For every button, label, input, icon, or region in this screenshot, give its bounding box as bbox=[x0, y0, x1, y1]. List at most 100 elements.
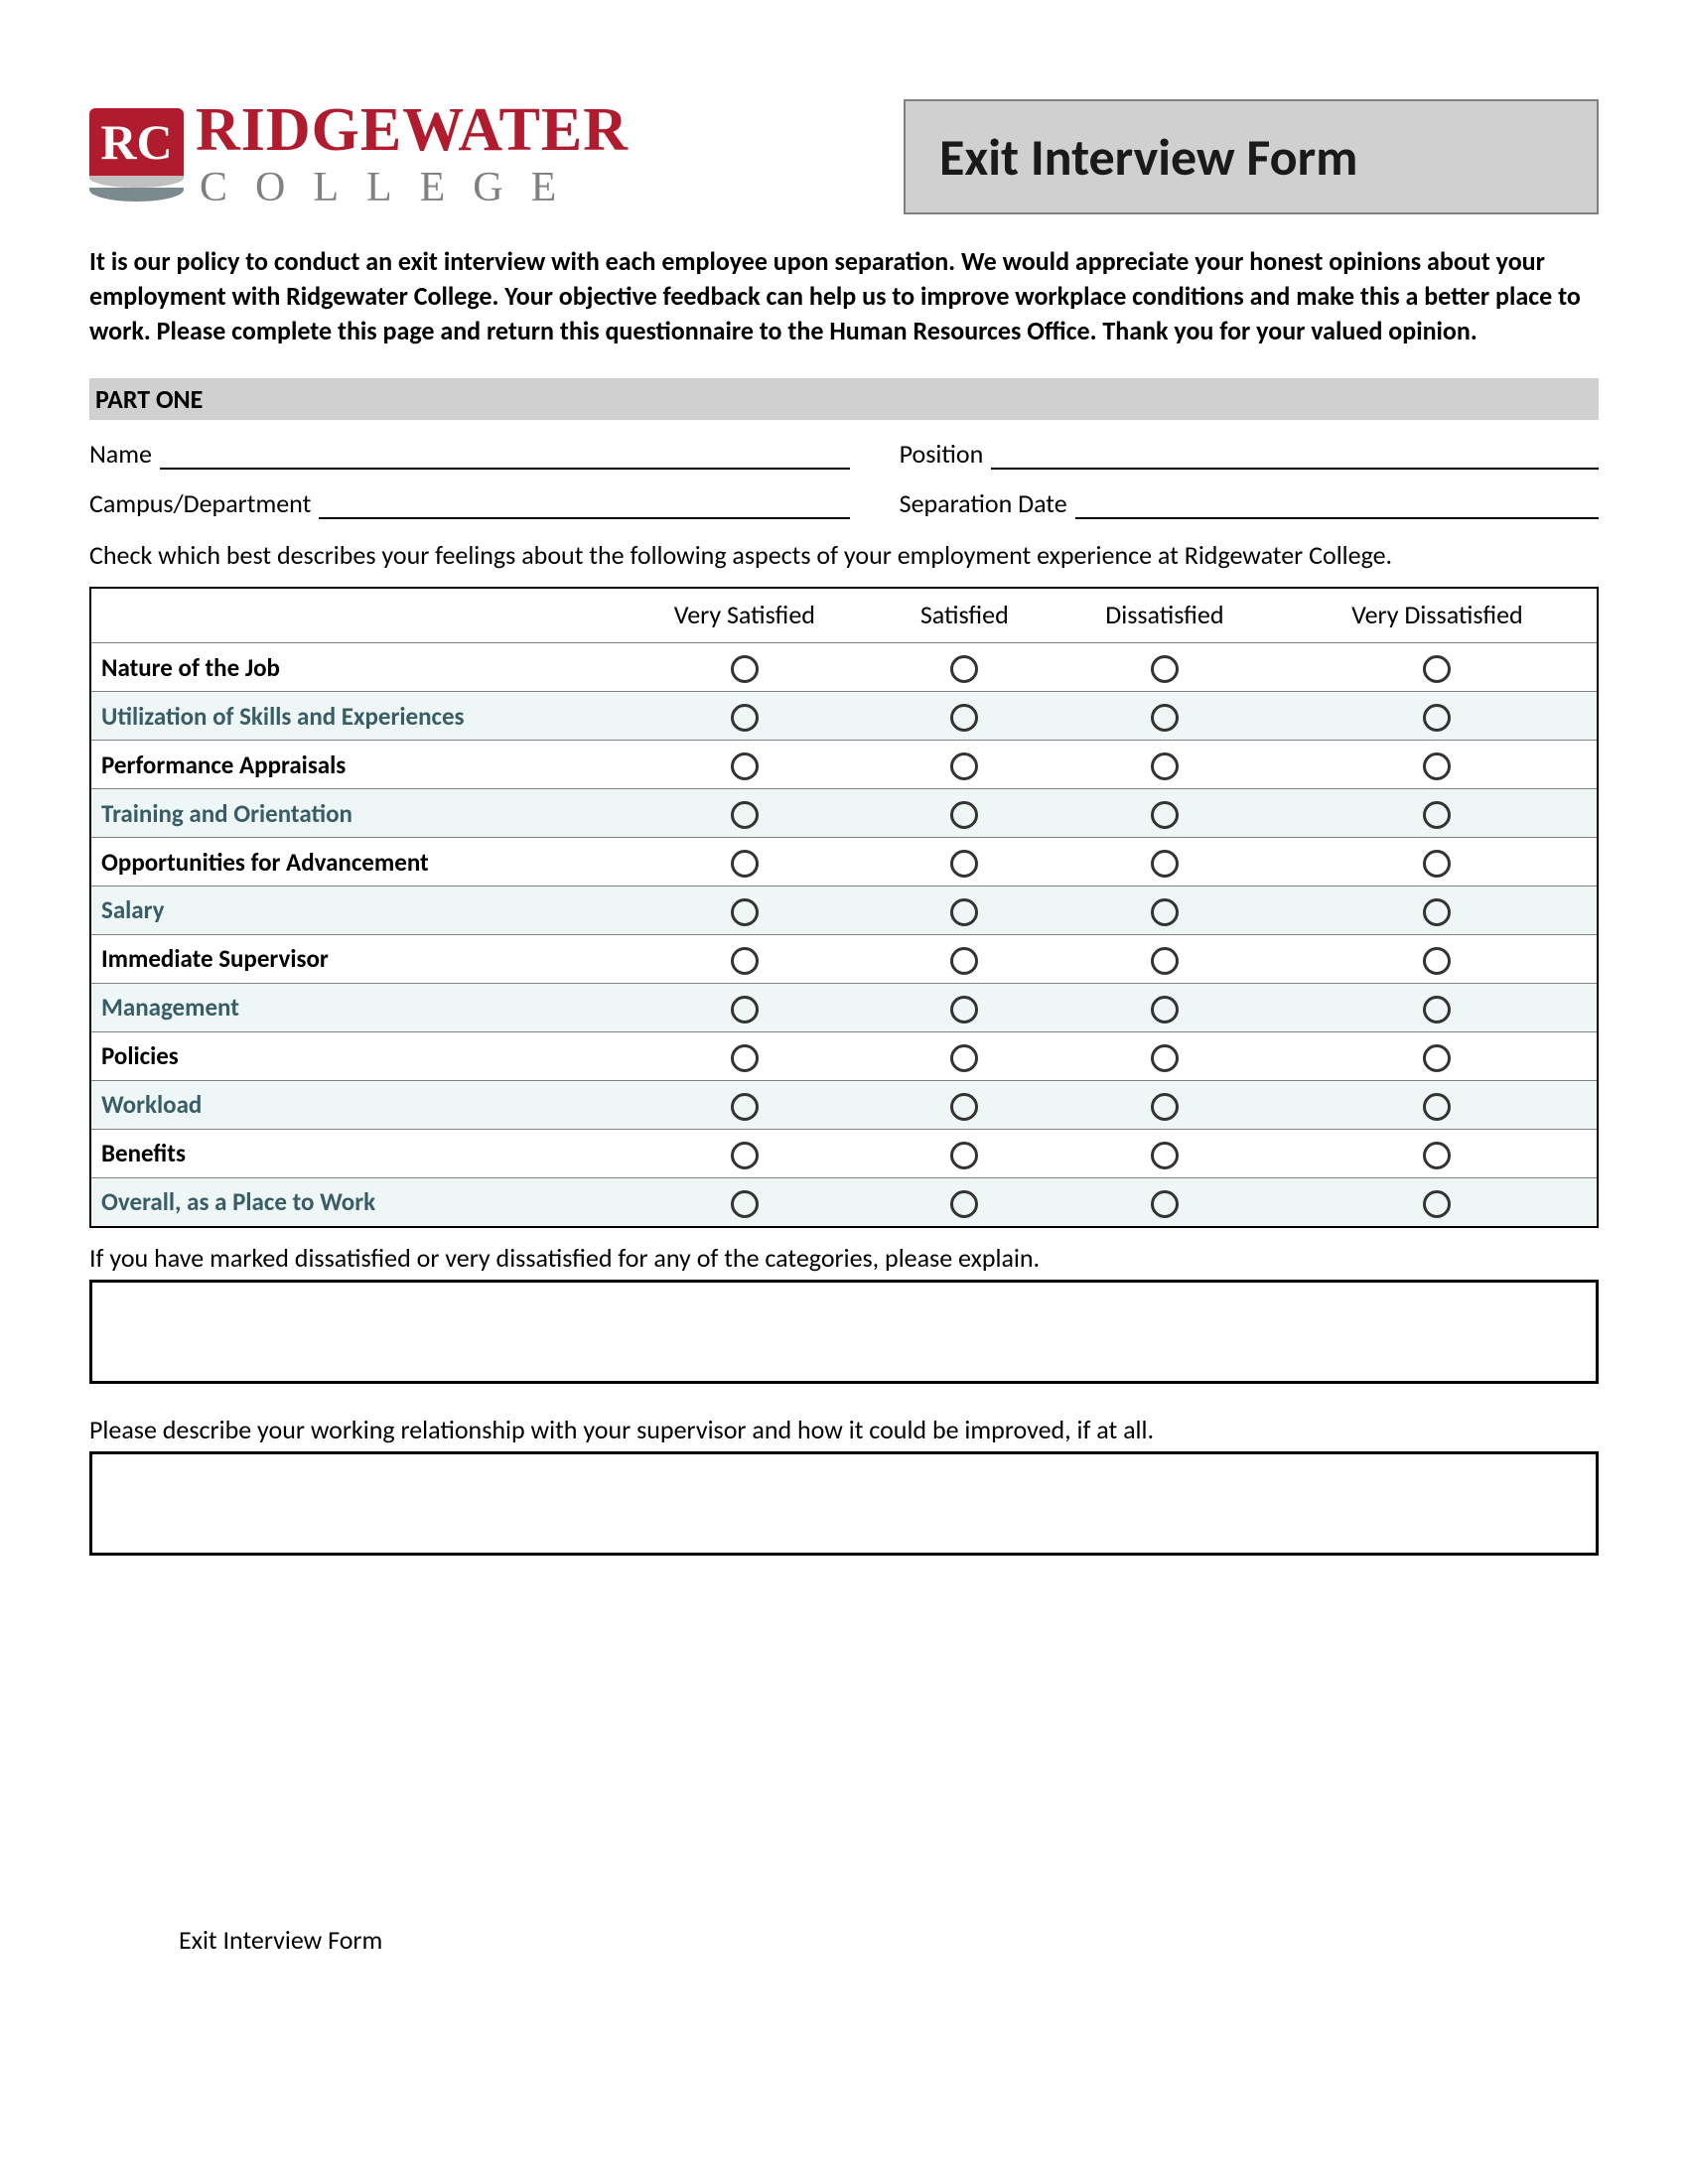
radio-icon[interactable] bbox=[1423, 1093, 1451, 1121]
rating-cell[interactable] bbox=[878, 983, 1052, 1031]
rating-cell[interactable] bbox=[1278, 934, 1598, 983]
rating-cell[interactable] bbox=[612, 1080, 878, 1129]
rating-cell[interactable] bbox=[878, 1177, 1052, 1226]
radio-icon[interactable] bbox=[1423, 752, 1451, 780]
rating-cell[interactable] bbox=[1052, 1129, 1278, 1177]
name-field[interactable]: Name bbox=[89, 438, 850, 470]
radio-icon[interactable] bbox=[1423, 898, 1451, 926]
campus-line[interactable] bbox=[319, 495, 849, 519]
radio-icon[interactable] bbox=[731, 1190, 759, 1218]
radio-icon[interactable] bbox=[950, 752, 978, 780]
rating-cell[interactable] bbox=[1052, 643, 1278, 692]
rating-cell[interactable] bbox=[1278, 983, 1598, 1031]
radio-icon[interactable] bbox=[1423, 850, 1451, 878]
rating-cell[interactable] bbox=[1052, 741, 1278, 789]
rating-cell[interactable] bbox=[878, 838, 1052, 887]
radio-icon[interactable] bbox=[731, 655, 759, 683]
radio-icon[interactable] bbox=[1151, 947, 1179, 975]
radio-icon[interactable] bbox=[1151, 801, 1179, 829]
radio-icon[interactable] bbox=[731, 898, 759, 926]
rating-cell[interactable] bbox=[1278, 838, 1598, 887]
rating-cell[interactable] bbox=[612, 643, 878, 692]
rating-cell[interactable] bbox=[1052, 838, 1278, 887]
rating-cell[interactable] bbox=[1052, 1031, 1278, 1080]
radio-icon[interactable] bbox=[950, 1190, 978, 1218]
rating-cell[interactable] bbox=[1278, 1129, 1598, 1177]
radio-icon[interactable] bbox=[731, 752, 759, 780]
radio-icon[interactable] bbox=[1151, 1190, 1179, 1218]
radio-icon[interactable] bbox=[1151, 1044, 1179, 1072]
radio-icon[interactable] bbox=[1151, 996, 1179, 1024]
rating-cell[interactable] bbox=[1278, 1080, 1598, 1129]
radio-icon[interactable] bbox=[1423, 1190, 1451, 1218]
radio-icon[interactable] bbox=[1151, 752, 1179, 780]
radio-icon[interactable] bbox=[731, 704, 759, 732]
rating-cell[interactable] bbox=[612, 789, 878, 838]
radio-icon[interactable] bbox=[1423, 801, 1451, 829]
rating-cell[interactable] bbox=[612, 1129, 878, 1177]
rating-cell[interactable] bbox=[878, 886, 1052, 934]
radio-icon[interactable] bbox=[950, 801, 978, 829]
radio-icon[interactable] bbox=[731, 1044, 759, 1072]
rating-cell[interactable] bbox=[878, 1129, 1052, 1177]
radio-icon[interactable] bbox=[950, 898, 978, 926]
rating-cell[interactable] bbox=[612, 983, 878, 1031]
rating-cell[interactable] bbox=[1052, 1177, 1278, 1226]
rating-cell[interactable] bbox=[612, 1031, 878, 1080]
radio-icon[interactable] bbox=[1151, 898, 1179, 926]
rating-cell[interactable] bbox=[1052, 692, 1278, 741]
rating-cell[interactable] bbox=[612, 692, 878, 741]
radio-icon[interactable] bbox=[731, 850, 759, 878]
radio-icon[interactable] bbox=[950, 1142, 978, 1169]
supervisor-textbox[interactable] bbox=[89, 1451, 1599, 1556]
rating-cell[interactable] bbox=[612, 886, 878, 934]
rating-cell[interactable] bbox=[1278, 692, 1598, 741]
rating-cell[interactable] bbox=[1278, 789, 1598, 838]
name-line[interactable] bbox=[160, 446, 850, 470]
radio-icon[interactable] bbox=[950, 947, 978, 975]
rating-cell[interactable] bbox=[878, 1031, 1052, 1080]
position-line[interactable] bbox=[991, 446, 1599, 470]
rating-cell[interactable] bbox=[878, 741, 1052, 789]
radio-icon[interactable] bbox=[1151, 1142, 1179, 1169]
rating-cell[interactable] bbox=[1278, 1031, 1598, 1080]
radio-icon[interactable] bbox=[1151, 704, 1179, 732]
radio-icon[interactable] bbox=[950, 704, 978, 732]
radio-icon[interactable] bbox=[1151, 1093, 1179, 1121]
rating-cell[interactable] bbox=[1052, 934, 1278, 983]
rating-cell[interactable] bbox=[612, 838, 878, 887]
rating-cell[interactable] bbox=[1052, 983, 1278, 1031]
explain-textbox[interactable] bbox=[89, 1280, 1599, 1384]
rating-cell[interactable] bbox=[878, 789, 1052, 838]
radio-icon[interactable] bbox=[950, 996, 978, 1024]
rating-cell[interactable] bbox=[612, 741, 878, 789]
radio-icon[interactable] bbox=[1423, 947, 1451, 975]
position-field[interactable]: Position bbox=[900, 438, 1599, 470]
rating-cell[interactable] bbox=[1278, 643, 1598, 692]
separation-field[interactable]: Separation Date bbox=[900, 487, 1599, 519]
campus-field[interactable]: Campus/Department bbox=[89, 487, 850, 519]
rating-cell[interactable] bbox=[878, 1080, 1052, 1129]
rating-cell[interactable] bbox=[878, 692, 1052, 741]
separation-line[interactable] bbox=[1075, 495, 1599, 519]
radio-icon[interactable] bbox=[731, 996, 759, 1024]
radio-icon[interactable] bbox=[731, 947, 759, 975]
rating-cell[interactable] bbox=[612, 1177, 878, 1226]
rating-cell[interactable] bbox=[1278, 741, 1598, 789]
radio-icon[interactable] bbox=[1423, 1044, 1451, 1072]
rating-cell[interactable] bbox=[1278, 1177, 1598, 1226]
radio-icon[interactable] bbox=[950, 655, 978, 683]
rating-cell[interactable] bbox=[878, 934, 1052, 983]
rating-cell[interactable] bbox=[612, 934, 878, 983]
radio-icon[interactable] bbox=[1151, 655, 1179, 683]
radio-icon[interactable] bbox=[731, 1093, 759, 1121]
rating-cell[interactable] bbox=[1278, 886, 1598, 934]
radio-icon[interactable] bbox=[950, 1093, 978, 1121]
rating-cell[interactable] bbox=[1052, 789, 1278, 838]
radio-icon[interactable] bbox=[950, 1044, 978, 1072]
rating-cell[interactable] bbox=[1052, 886, 1278, 934]
rating-cell[interactable] bbox=[878, 643, 1052, 692]
rating-cell[interactable] bbox=[1052, 1080, 1278, 1129]
radio-icon[interactable] bbox=[731, 1142, 759, 1169]
radio-icon[interactable] bbox=[1423, 655, 1451, 683]
